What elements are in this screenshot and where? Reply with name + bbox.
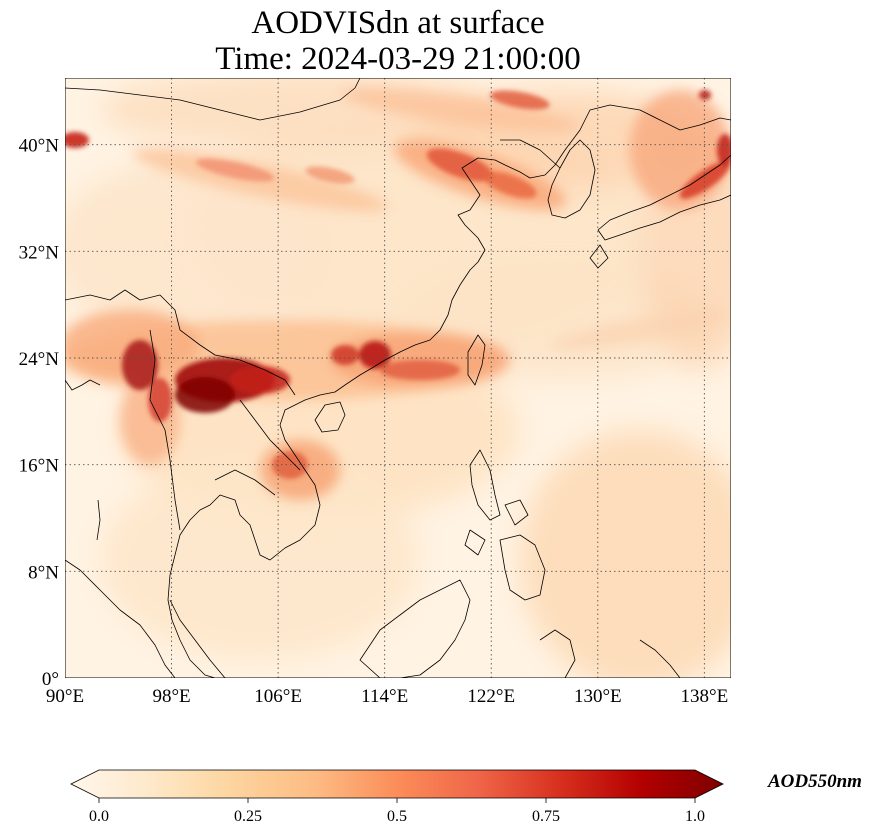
coastline-mindanao (499, 534, 546, 601)
colorbar-tick-label: 1.0 (685, 808, 705, 825)
lat-tick-label: 8°N (28, 562, 59, 583)
lon-tick-label: 106°E (254, 686, 302, 707)
colorbar: 0.0 0.25 0.5 0.75 1.0 AOD550nm (70, 769, 862, 825)
hotspot-northeast-india (122, 340, 158, 390)
colorbar-bar (70, 769, 724, 799)
map-subtitle-time: Time: 2024-03-29 21:00:00 (215, 41, 581, 77)
colorbar-title: AOD550nm (767, 771, 862, 792)
coastline-hainan (314, 401, 346, 433)
aod-hotspots (65, 90, 731, 479)
colorbar-tick-label: 0.0 (89, 808, 109, 825)
coastline-sulawesi (539, 629, 576, 678)
lat-tick-label: 0° (42, 669, 59, 690)
coastline-malay (169, 599, 226, 678)
colorbar-tick-label: 0.25 (234, 808, 262, 825)
coastline-mainland (167, 104, 731, 678)
lat-tick-label: 32°N (19, 242, 60, 263)
longitude-tick-labels: 90°E 98°E 106°E 114°E 122°E 130°E 138°E (46, 686, 728, 707)
coastline-japan (597, 154, 731, 241)
lat-tick-label: 24°N (19, 349, 60, 370)
hotspot-south-china (359, 341, 391, 369)
coastlines (65, 78, 731, 678)
colorbar-tick-labels: 0.0 0.25 0.5 0.75 1.0 (89, 798, 705, 825)
hotspot-west-edge (65, 132, 89, 148)
latitude-tick-labels: 0° 8°N 16°N 24°N 32°N 40°N (19, 136, 60, 690)
map-gridlines (65, 78, 731, 678)
lat-tick-label: 40°N (19, 136, 60, 157)
lat-tick-label: 16°N (19, 456, 60, 477)
coastline-bengal (65, 379, 101, 391)
lon-tick-label: 114°E (361, 686, 408, 707)
map-plot-area (65, 78, 731, 678)
colorbar-tick-label: 0.75 (532, 808, 560, 825)
coastline-korea (547, 139, 596, 219)
lon-tick-label: 98°E (152, 686, 190, 707)
colorbar-tick-label: 0.5 (387, 808, 407, 825)
lon-tick-label: 130°E (574, 686, 622, 707)
coastline-sumatra (65, 559, 176, 678)
map-title: AODVISdn at surface (251, 5, 545, 41)
coastline-taiwan (467, 334, 486, 386)
coastline-luzon (469, 449, 501, 521)
lon-tick-label: 90°E (46, 686, 84, 707)
lon-tick-label: 122°E (467, 686, 515, 707)
lon-tick-label: 138°E (681, 686, 729, 707)
